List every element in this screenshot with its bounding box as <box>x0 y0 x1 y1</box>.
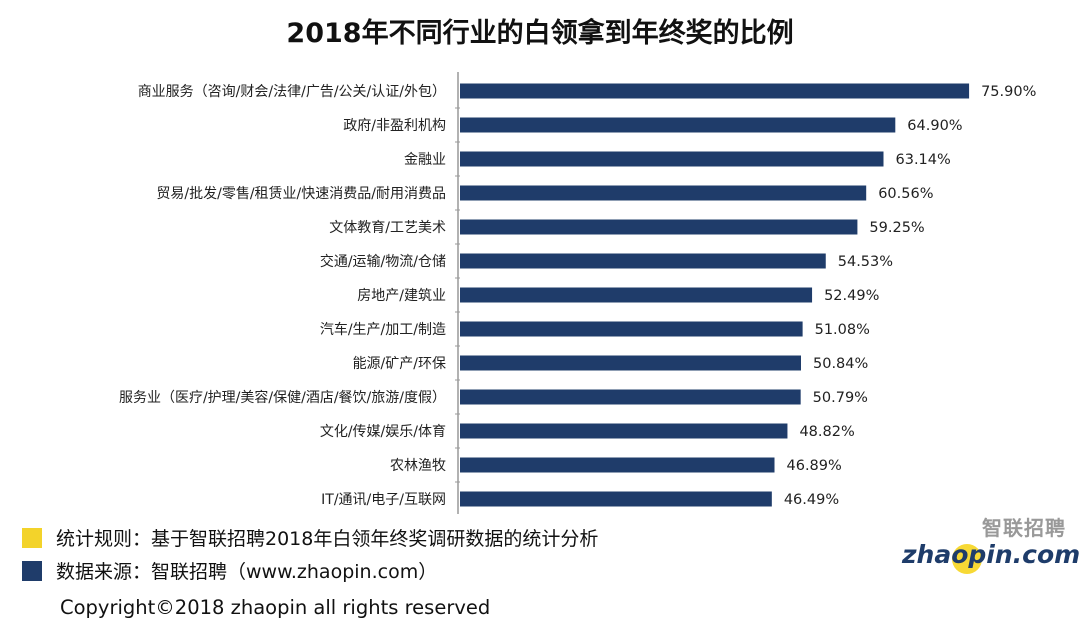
rule-text: 统计规则：基于智联招聘2018年白领年终奖调研数据的统计分析 <box>56 528 599 550</box>
bar <box>460 117 896 133</box>
category-label: 农林渔牧 <box>390 458 446 474</box>
rule-note: 统计规则：基于智联招聘2018年白领年终奖调研数据的统计分析 <box>22 524 598 551</box>
value-label: 59.25% <box>869 220 924 236</box>
source-note: 数据来源：智联招聘（www.zhaopin.com） <box>22 557 437 584</box>
category-label: 房地产/建筑业 <box>357 288 446 304</box>
value-label: 48.82% <box>799 424 854 440</box>
category-label: 汽车/生产/加工/制造 <box>320 321 446 338</box>
value-label: 52.49% <box>824 288 879 304</box>
category-label: 政府/非盈利机构 <box>343 118 446 134</box>
value-label: 60.56% <box>878 186 933 202</box>
value-label: 50.79% <box>813 390 868 406</box>
logo-cn-text: 智联招聘 <box>982 516 1066 540</box>
category-label: 贸易/批发/零售/租赁业/快速消费品/耐用消费品 <box>156 186 446 202</box>
bar <box>460 83 970 99</box>
bar <box>460 253 826 269</box>
bar <box>460 423 788 439</box>
category-label: 文化/传媒/娱乐/体育 <box>320 424 446 440</box>
value-label: 63.14% <box>896 152 951 168</box>
category-label: 交通/运输/物流/仓储 <box>320 253 446 270</box>
category-label: 服务业（医疗/护理/美容/保健/酒店/餐饮/旅游/度假） <box>119 389 446 406</box>
value-label: 64.90% <box>907 118 962 134</box>
blue-swatch-icon <box>22 560 42 581</box>
zhaopin-logo: 智联招聘 zhaopin.com <box>898 512 1080 582</box>
yellow-swatch-icon <box>22 527 42 548</box>
bar <box>460 151 884 167</box>
copyright-text: Copyright©2018 zhaopin all rights reserv… <box>60 596 491 619</box>
bar <box>460 219 858 235</box>
category-label: 文体教育/工艺美术 <box>329 220 446 236</box>
bar <box>460 457 775 473</box>
value-label: 46.49% <box>784 492 839 508</box>
bar <box>460 389 801 405</box>
category-label: 能源/矿产/环保 <box>353 356 446 372</box>
bar <box>460 491 772 507</box>
bar <box>460 355 801 371</box>
bar <box>460 287 813 303</box>
value-label: 46.89% <box>787 458 842 474</box>
logo-dot-icon <box>952 544 982 574</box>
chart-title: 2018年不同行业的白领拿到年终奖的比例 <box>286 17 793 49</box>
value-label: 75.90% <box>981 84 1036 100</box>
bar <box>460 321 803 337</box>
category-label: IT/通讯/电子/互联网 <box>321 492 446 508</box>
bar <box>460 185 867 201</box>
bar-chart: 2018年不同行业的白领拿到年终奖的比例 商业服务（咨询/财会/法律/广告/公关… <box>119 17 1036 514</box>
source-text: 数据来源：智联招聘（www.zhaopin.com） <box>56 561 438 583</box>
value-label: 50.84% <box>813 356 868 372</box>
category-label: 商业服务（咨询/财会/法律/广告/公关/认证/外包） <box>138 84 446 100</box>
category-label: 金融业 <box>404 152 446 168</box>
value-label: 51.08% <box>815 322 870 338</box>
value-label: 54.53% <box>838 254 893 270</box>
logo-en-text: zhaopin.com <box>902 540 1080 569</box>
